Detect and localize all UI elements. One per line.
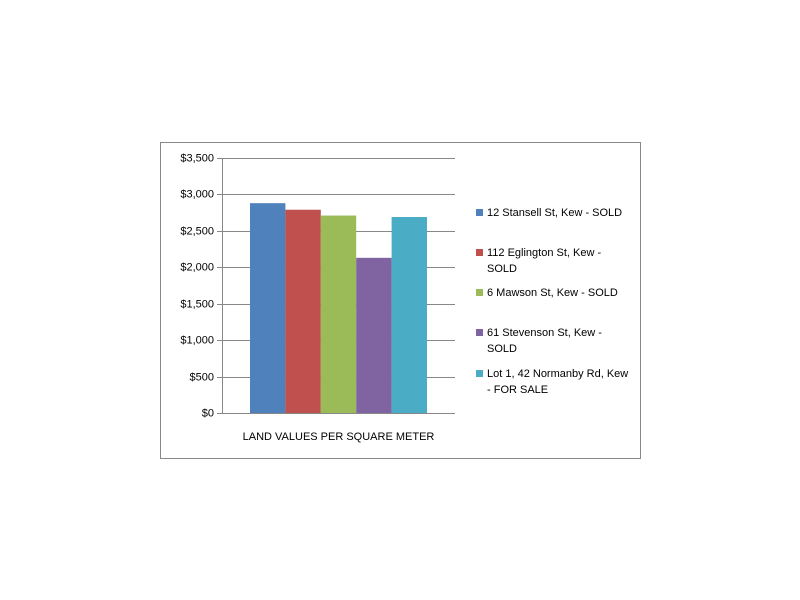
legend-label: 112 Eglington St, Kew - SOLD <box>487 247 602 275</box>
legend-item: Lot 1, 42 Normanby Rd, Kew - FOR SALE <box>476 366 629 398</box>
legend-item: 6 Mawson St, Kew - SOLD <box>476 285 629 301</box>
legend-swatch <box>476 249 483 256</box>
y-tick-label: $500 <box>190 371 214 383</box>
legend-swatch <box>476 289 483 296</box>
legend-item: 12 Stansell St, Kew - SOLD <box>476 205 629 221</box>
bar <box>391 217 427 413</box>
bar <box>356 257 392 413</box>
legend-item: 112 Eglington St, Kew - SOLD <box>476 245 629 277</box>
legend-swatch <box>476 329 483 336</box>
legend-label: 6 Mawson St, Kew - SOLD <box>487 287 618 299</box>
legend-item: 61 Stevenson St, Kew - SOLD <box>476 325 629 357</box>
bar <box>250 203 286 413</box>
y-tick-label: $2,000 <box>180 261 214 273</box>
y-tick-label: $3,500 <box>180 152 214 164</box>
y-tick-label: $1,500 <box>180 298 214 310</box>
legend-label: 61 Stevenson St, Kew - SOLD <box>487 327 602 355</box>
y-tick-label: $2,500 <box>180 225 214 237</box>
legend-swatch <box>476 209 483 216</box>
legend-label: Lot 1, 42 Normanby Rd, Kew - FOR SALE <box>487 368 629 396</box>
y-tick-label: $1,000 <box>180 334 214 346</box>
legend-label: 12 Stansell St, Kew - SOLD <box>487 207 623 219</box>
bar <box>320 215 357 413</box>
y-tick-label: $3,000 <box>180 188 214 200</box>
bar <box>285 209 321 413</box>
x-tick-label: LAND VALUES PER SQUARE METER <box>243 431 435 443</box>
y-tick-label: $0 <box>202 407 214 419</box>
legend-swatch <box>476 370 483 377</box>
